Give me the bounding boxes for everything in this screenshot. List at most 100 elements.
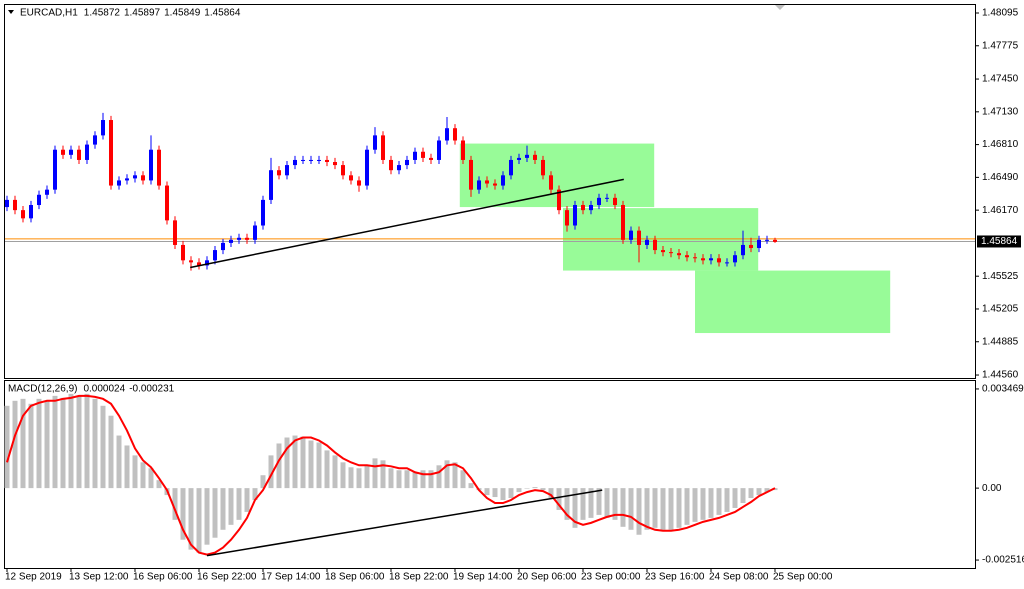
candle-body	[637, 230, 641, 245]
histogram-bar	[412, 472, 418, 489]
histogram-bar	[76, 395, 82, 489]
candle-body	[269, 170, 273, 200]
histogram-bar	[116, 435, 122, 489]
y-tick-label: 1.46170	[982, 205, 1019, 216]
histogram-bar	[92, 398, 98, 489]
x-tick-label: 24 Sep 08:00	[709, 572, 769, 583]
candle-body	[653, 239, 657, 251]
candle-body	[237, 237, 241, 240]
candle-body	[701, 258, 705, 261]
candle-body	[165, 185, 169, 221]
y-tick-label: 1.44885	[982, 336, 1019, 347]
histogram-bar	[420, 470, 426, 489]
candle-body	[621, 205, 625, 240]
candle-body	[5, 199, 9, 208]
histogram-bar	[436, 465, 442, 489]
histogram-bar	[508, 488, 514, 499]
x-tick-label: 20 Sep 06:00	[517, 572, 577, 583]
candle-body	[293, 159, 297, 166]
histogram-bar	[444, 460, 450, 489]
histogram-bar	[108, 415, 114, 489]
histogram-bar	[356, 468, 362, 489]
candle-body	[493, 183, 497, 186]
candle-body	[373, 135, 377, 150]
y-tick-label: 1.45525	[982, 271, 1019, 282]
histogram-bar	[284, 437, 290, 489]
x-tick-label: 23 Sep 00:00	[581, 572, 641, 583]
candle-body	[485, 180, 489, 184]
trendline	[206, 489, 603, 557]
candle-body	[245, 237, 249, 240]
candle-body	[253, 225, 257, 240]
candle-body	[421, 151, 425, 158]
candle-body	[309, 159, 313, 161]
candle-body	[405, 159, 409, 166]
candle-body	[565, 210, 569, 226]
candle-body	[133, 175, 137, 179]
candle-body	[317, 159, 321, 161]
histogram-bar	[268, 455, 274, 489]
header-value: 1.45849	[164, 8, 201, 19]
candle-body	[349, 175, 353, 181]
candle-body	[437, 140, 441, 160]
histogram-bar	[380, 460, 386, 489]
candle-body	[581, 205, 585, 211]
zone	[563, 208, 759, 271]
histogram-bar	[204, 488, 210, 545]
candle-body	[157, 149, 161, 186]
candle-body	[501, 175, 505, 186]
x-tick-label: 16 Sep 06:00	[133, 572, 193, 583]
histogram-bar	[84, 393, 90, 489]
candle-body	[541, 159, 545, 176]
price-label: 1.45864	[981, 236, 1018, 247]
histogram-bar	[68, 393, 74, 489]
histogram-bar	[708, 488, 714, 518]
histogram-bar	[156, 480, 162, 489]
histogram-bar	[700, 488, 706, 520]
header-value: 1.45864	[204, 8, 241, 19]
histogram-bar	[100, 405, 106, 489]
macd-title: MACD(12,26,9)	[8, 384, 77, 395]
histogram-bar	[524, 488, 530, 489]
candle-body	[173, 220, 177, 245]
histogram-bar	[348, 467, 354, 489]
candle-body	[389, 159, 393, 171]
histogram-bar	[300, 436, 306, 489]
candle-body	[517, 157, 521, 160]
candle-body	[229, 239, 233, 243]
histogram-bar	[532, 487, 538, 489]
histogram-bar	[292, 435, 298, 489]
price-pane	[4, 4, 976, 379]
candle-body	[629, 230, 633, 240]
candle-body	[765, 239, 769, 241]
y-tick-label: 0.00	[982, 483, 1002, 494]
histogram-bar	[220, 488, 226, 530]
candle-body	[597, 197, 601, 206]
histogram-bar	[132, 455, 138, 489]
candle-body	[453, 128, 457, 141]
histogram-bar	[500, 488, 506, 501]
histogram-bar	[212, 488, 218, 538]
histogram-bar	[428, 470, 434, 489]
y-tick-label: 1.46810	[982, 139, 1019, 150]
histogram-bar	[12, 400, 18, 489]
candle-body	[21, 210, 25, 219]
histogram-bar	[308, 440, 314, 489]
y-tick-label: 1.47775	[982, 40, 1019, 51]
candle-body	[725, 262, 729, 264]
y-tick-label: 1.44560	[982, 370, 1019, 381]
menu-triangle	[8, 10, 14, 14]
candle-body	[37, 194, 41, 206]
x-tick-label: 12 Sep 2019	[5, 572, 62, 583]
histogram-bar	[244, 488, 250, 512]
histogram-bar	[124, 445, 130, 489]
candle-body	[85, 144, 89, 160]
candle-body	[693, 257, 697, 259]
candle-body	[61, 149, 65, 155]
x-tick-label: 18 Sep 22:00	[389, 572, 449, 583]
histogram-bar	[44, 400, 50, 489]
candle-body	[205, 260, 209, 266]
candle-body	[365, 149, 369, 186]
histogram-bar	[468, 483, 474, 489]
candle-body	[717, 258, 721, 263]
